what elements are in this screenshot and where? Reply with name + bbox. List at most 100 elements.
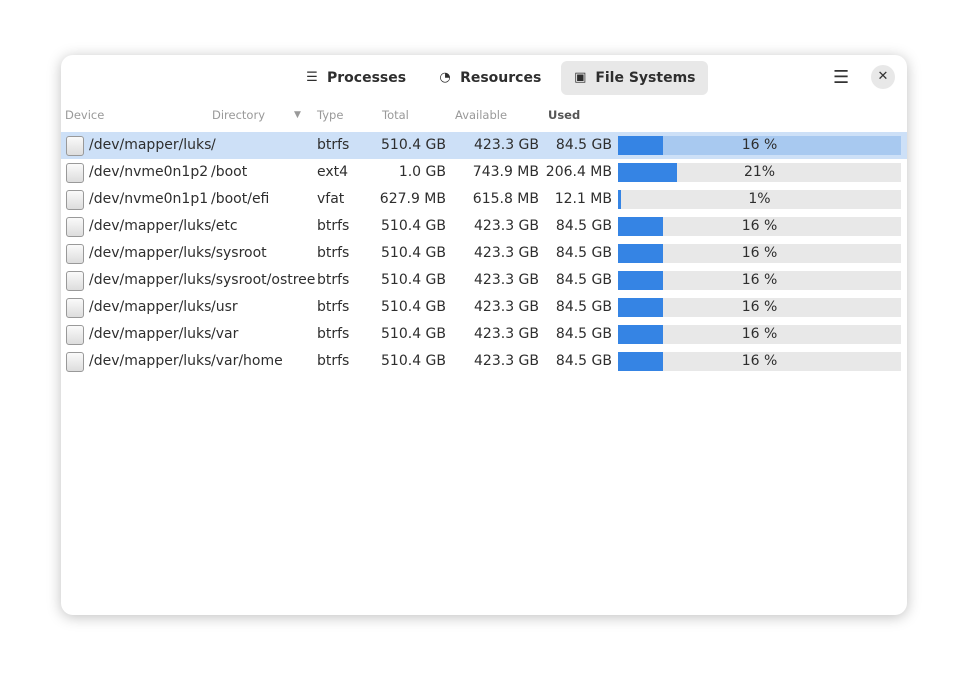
usage-percent: 16 % bbox=[741, 353, 778, 369]
usage-percent: 16 % bbox=[741, 245, 778, 261]
available: 423.3 GB bbox=[474, 218, 539, 234]
used: 84.5 GB bbox=[555, 218, 612, 234]
tab-processes[interactable]: ☰ Processes bbox=[306, 70, 407, 86]
available: 423.3 GB bbox=[474, 326, 539, 342]
type: vfat bbox=[317, 191, 345, 207]
usage-percent: 16 % bbox=[741, 272, 778, 288]
device: /dev/mapper/luks bbox=[89, 137, 212, 153]
usage-fill bbox=[618, 325, 664, 344]
device: /dev/mapper/luks bbox=[89, 218, 212, 234]
usage-fill bbox=[618, 244, 664, 263]
header-directory[interactable]: Directory bbox=[212, 108, 266, 122]
usage-fill bbox=[618, 190, 621, 209]
usage-bar: 16 % bbox=[618, 271, 901, 290]
drive-icon bbox=[66, 352, 84, 372]
usage-fill bbox=[618, 163, 678, 182]
table-row[interactable]: /dev/mapper/luks /sysroot btrfs 510.4 GB… bbox=[61, 240, 907, 267]
usage-bar: 21% bbox=[618, 163, 901, 182]
drive-icon bbox=[66, 271, 84, 291]
type: btrfs bbox=[317, 326, 350, 342]
usage-fill bbox=[618, 298, 664, 317]
table-row[interactable]: /dev/mapper/luks /var/home btrfs 510.4 G… bbox=[61, 348, 907, 375]
drive-icon bbox=[66, 217, 84, 237]
usage-fill bbox=[618, 352, 664, 371]
usage-bar: 16 % bbox=[618, 325, 901, 344]
table-row[interactable]: /dev/mapper/luks /etc btrfs 510.4 GB 423… bbox=[61, 213, 907, 240]
usage-bar: 1% bbox=[618, 190, 901, 209]
usage-fill bbox=[618, 271, 664, 290]
column-headers: Device Directory ▼ Type Total Available … bbox=[61, 105, 907, 125]
sort-descending-icon: ▼ bbox=[294, 110, 301, 120]
tab-resources[interactable]: ◔ Resources bbox=[439, 70, 542, 86]
type: btrfs bbox=[317, 353, 350, 369]
header-used[interactable]: Used bbox=[548, 108, 581, 122]
total: 1.0 GB bbox=[398, 164, 446, 180]
device: /dev/mapper/luks bbox=[89, 272, 212, 288]
type: btrfs bbox=[317, 245, 350, 261]
total: 510.4 GB bbox=[381, 353, 446, 369]
type: btrfs bbox=[317, 272, 350, 288]
usage-percent: 16 % bbox=[741, 218, 778, 234]
used: 84.5 GB bbox=[555, 137, 612, 153]
table-row[interactable]: /dev/mapper/luks /sysroot/ostree btrfs 5… bbox=[61, 267, 907, 294]
directory: /usr bbox=[211, 299, 238, 315]
table-row[interactable]: /dev/nvme0n1p1 /boot/efi vfat 627.9 MB 6… bbox=[61, 186, 907, 213]
usage-bar: 16 % bbox=[618, 244, 901, 263]
hamburger-menu-icon[interactable]: ☰ bbox=[833, 67, 850, 88]
drive-icon bbox=[66, 163, 84, 183]
type: btrfs bbox=[317, 218, 350, 234]
table-row[interactable]: /dev/mapper/luks / btrfs 510.4 GB 423.3 … bbox=[61, 132, 907, 159]
view-switcher: ☰ Processes ◔ Resources ▣ File Systems bbox=[293, 61, 708, 95]
available: 423.3 GB bbox=[474, 272, 539, 288]
directory: /boot bbox=[211, 164, 248, 180]
total: 510.4 GB bbox=[381, 218, 446, 234]
used: 84.5 GB bbox=[555, 326, 612, 342]
total: 510.4 GB bbox=[381, 299, 446, 315]
total: 510.4 GB bbox=[381, 137, 446, 153]
directory: /sysroot/ostree bbox=[211, 272, 316, 288]
header-total[interactable]: Total bbox=[382, 108, 409, 122]
available: 615.8 MB bbox=[472, 191, 539, 207]
directory: /boot/efi bbox=[211, 191, 270, 207]
type: btrfs bbox=[317, 137, 350, 153]
device: /dev/nvme0n1p2 bbox=[89, 164, 209, 180]
device: /dev/mapper/luks bbox=[89, 245, 212, 261]
usage-percent: 16 % bbox=[741, 299, 778, 315]
total: 510.4 GB bbox=[381, 326, 446, 342]
usage-bar: 16 % bbox=[618, 136, 901, 155]
total: 627.9 MB bbox=[379, 191, 446, 207]
usage-fill bbox=[618, 217, 664, 236]
drive-icon bbox=[66, 190, 84, 210]
usage-bar: 16 % bbox=[618, 217, 901, 236]
type: ext4 bbox=[317, 164, 349, 180]
directory: / bbox=[211, 137, 216, 153]
device: /dev/mapper/luks bbox=[89, 299, 212, 315]
list-icon: ☰ bbox=[306, 70, 318, 85]
header-type[interactable]: Type bbox=[317, 108, 344, 122]
device: /dev/nvme0n1p1 bbox=[89, 191, 209, 207]
directory: /var bbox=[211, 326, 239, 342]
total: 510.4 GB bbox=[381, 272, 446, 288]
drive-icon bbox=[66, 325, 84, 345]
table-row[interactable]: /dev/nvme0n1p2 /boot ext4 1.0 GB 743.9 M… bbox=[61, 159, 907, 186]
used: 12.1 MB bbox=[554, 191, 612, 207]
usage-percent: 21% bbox=[743, 164, 776, 180]
tab-file-systems[interactable]: ▣ File Systems bbox=[561, 61, 708, 95]
close-button[interactable]: ✕ bbox=[871, 65, 895, 89]
type: btrfs bbox=[317, 299, 350, 315]
table-row[interactable]: /dev/mapper/luks /var btrfs 510.4 GB 423… bbox=[61, 321, 907, 348]
used: 84.5 GB bbox=[555, 353, 612, 369]
used: 84.5 GB bbox=[555, 272, 612, 288]
available: 423.3 GB bbox=[474, 353, 539, 369]
usage-bar: 16 % bbox=[618, 298, 901, 317]
header-available[interactable]: Available bbox=[455, 108, 508, 122]
disk-icon: ▣ bbox=[574, 70, 587, 85]
usage-fill bbox=[618, 136, 664, 155]
usage-bar: 16 % bbox=[618, 352, 901, 371]
usage-percent: 1% bbox=[748, 191, 771, 207]
used: 206.4 MB bbox=[545, 164, 612, 180]
drive-icon bbox=[66, 136, 84, 156]
table-row[interactable]: /dev/mapper/luks /usr btrfs 510.4 GB 423… bbox=[61, 294, 907, 321]
directory: /var/home bbox=[211, 353, 283, 369]
header-device[interactable]: Device bbox=[65, 108, 105, 122]
